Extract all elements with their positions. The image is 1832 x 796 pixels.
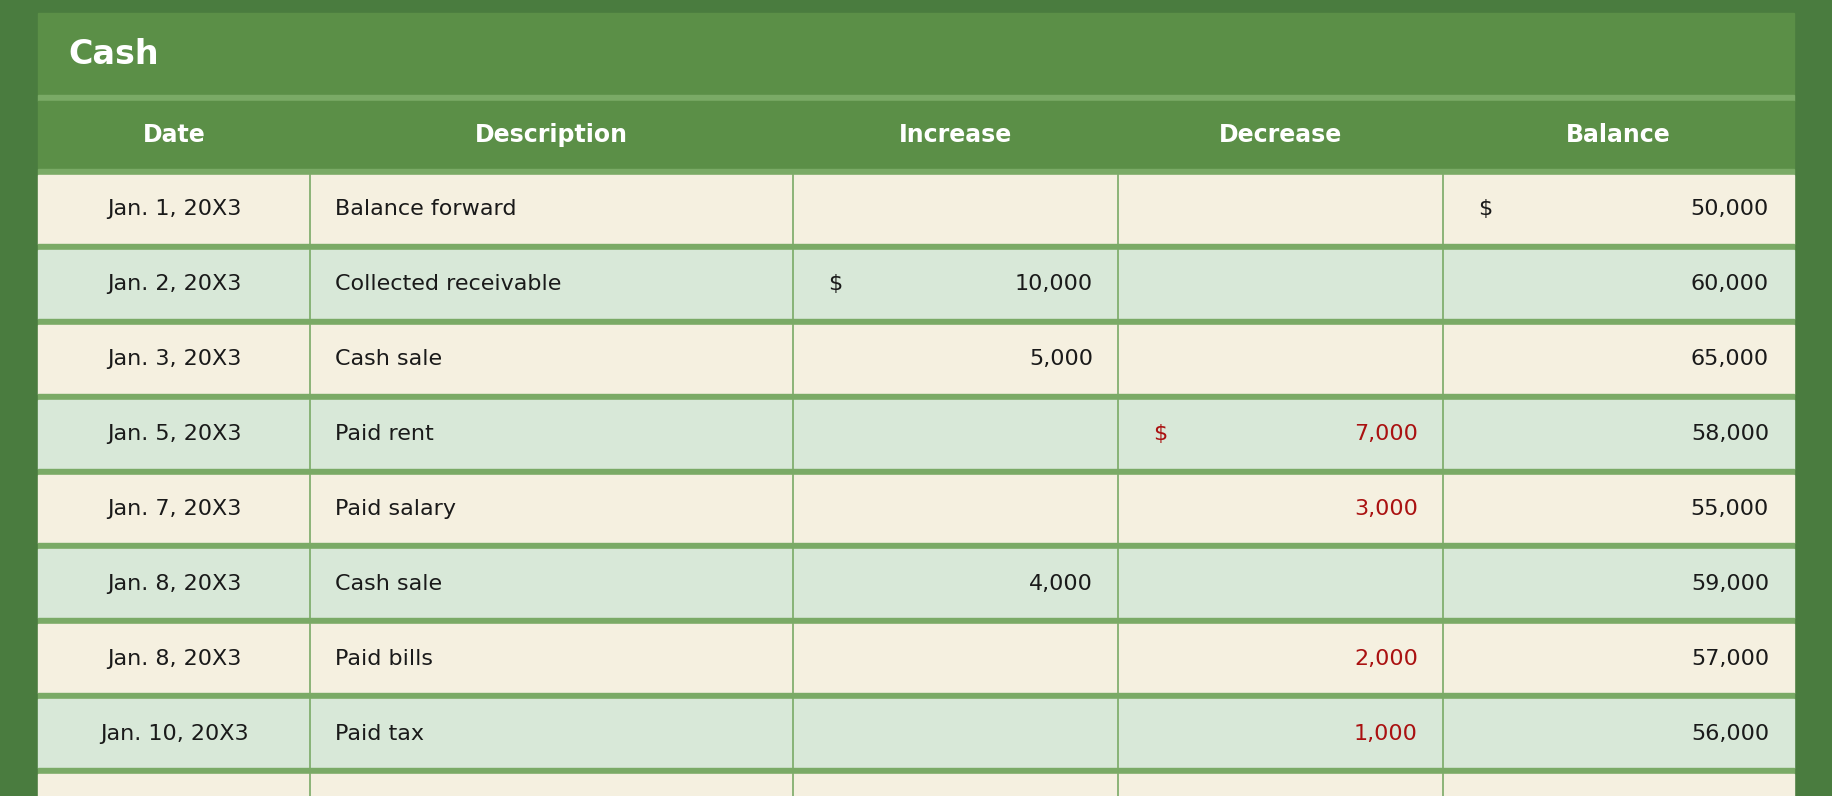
Bar <box>38 175 1794 244</box>
Text: Jan. 8, 20X3: Jan. 8, 20X3 <box>106 574 242 594</box>
Text: $: $ <box>828 275 843 295</box>
Text: Cash: Cash <box>68 37 159 71</box>
Text: Balance forward: Balance forward <box>335 200 517 220</box>
Text: Decrease: Decrease <box>1218 123 1343 147</box>
Text: Description: Description <box>474 123 628 147</box>
Bar <box>38 693 1794 699</box>
Bar <box>38 318 1794 325</box>
Text: $: $ <box>1152 424 1167 444</box>
Text: 50,000: 50,000 <box>1691 200 1770 220</box>
Text: Cash sale: Cash sale <box>335 574 442 594</box>
Text: 1,000: 1,000 <box>1354 724 1418 743</box>
Text: 57,000: 57,000 <box>1691 649 1770 669</box>
Text: 65,000: 65,000 <box>1691 349 1770 369</box>
Text: Jan. 3, 20X3: Jan. 3, 20X3 <box>106 349 242 369</box>
Text: Increase: Increase <box>900 123 1011 147</box>
Bar <box>38 469 1794 474</box>
Bar <box>38 169 1794 175</box>
Text: 60,000: 60,000 <box>1691 275 1770 295</box>
Bar <box>38 699 1794 768</box>
Bar <box>38 544 1794 549</box>
Text: Paid bills: Paid bills <box>335 649 432 669</box>
Bar <box>38 775 1794 796</box>
Text: 4,000: 4,000 <box>1030 574 1094 594</box>
Text: Jan. 8, 20X3: Jan. 8, 20X3 <box>106 649 242 669</box>
Text: 5,000: 5,000 <box>1030 349 1094 369</box>
Text: Jan. 10, 20X3: Jan. 10, 20X3 <box>99 724 249 743</box>
Text: 10,000: 10,000 <box>1015 275 1094 295</box>
Text: Balance: Balance <box>1566 123 1671 147</box>
Bar <box>38 618 1794 624</box>
Text: Jan. 5, 20X3: Jan. 5, 20X3 <box>106 424 242 444</box>
Text: Paid salary: Paid salary <box>335 499 456 519</box>
Text: 7,000: 7,000 <box>1354 424 1418 444</box>
Bar <box>38 95 1794 101</box>
Text: $: $ <box>1478 200 1491 220</box>
Bar <box>38 624 1794 693</box>
Text: 59,000: 59,000 <box>1691 574 1770 594</box>
Text: Jan. 7, 20X3: Jan. 7, 20X3 <box>106 499 242 519</box>
Bar <box>38 474 1794 544</box>
Bar <box>38 394 1794 400</box>
Bar <box>38 549 1794 618</box>
Bar <box>38 400 1794 469</box>
Bar <box>38 101 1794 169</box>
Bar <box>38 325 1794 394</box>
Text: 58,000: 58,000 <box>1691 424 1770 444</box>
Text: Cash sale: Cash sale <box>335 349 442 369</box>
Text: 56,000: 56,000 <box>1691 724 1770 743</box>
Text: Jan. 2, 20X3: Jan. 2, 20X3 <box>106 275 242 295</box>
Bar <box>38 13 1794 95</box>
Text: Paid rent: Paid rent <box>335 424 434 444</box>
Bar <box>38 244 1794 250</box>
Text: Collected receivable: Collected receivable <box>335 275 562 295</box>
Bar <box>38 250 1794 318</box>
Text: 3,000: 3,000 <box>1354 499 1418 519</box>
Text: Jan. 1, 20X3: Jan. 1, 20X3 <box>106 200 242 220</box>
Text: 2,000: 2,000 <box>1354 649 1418 669</box>
Text: Paid tax: Paid tax <box>335 724 425 743</box>
Bar <box>38 768 1794 775</box>
Text: 55,000: 55,000 <box>1691 499 1770 519</box>
Text: Date: Date <box>143 123 205 147</box>
